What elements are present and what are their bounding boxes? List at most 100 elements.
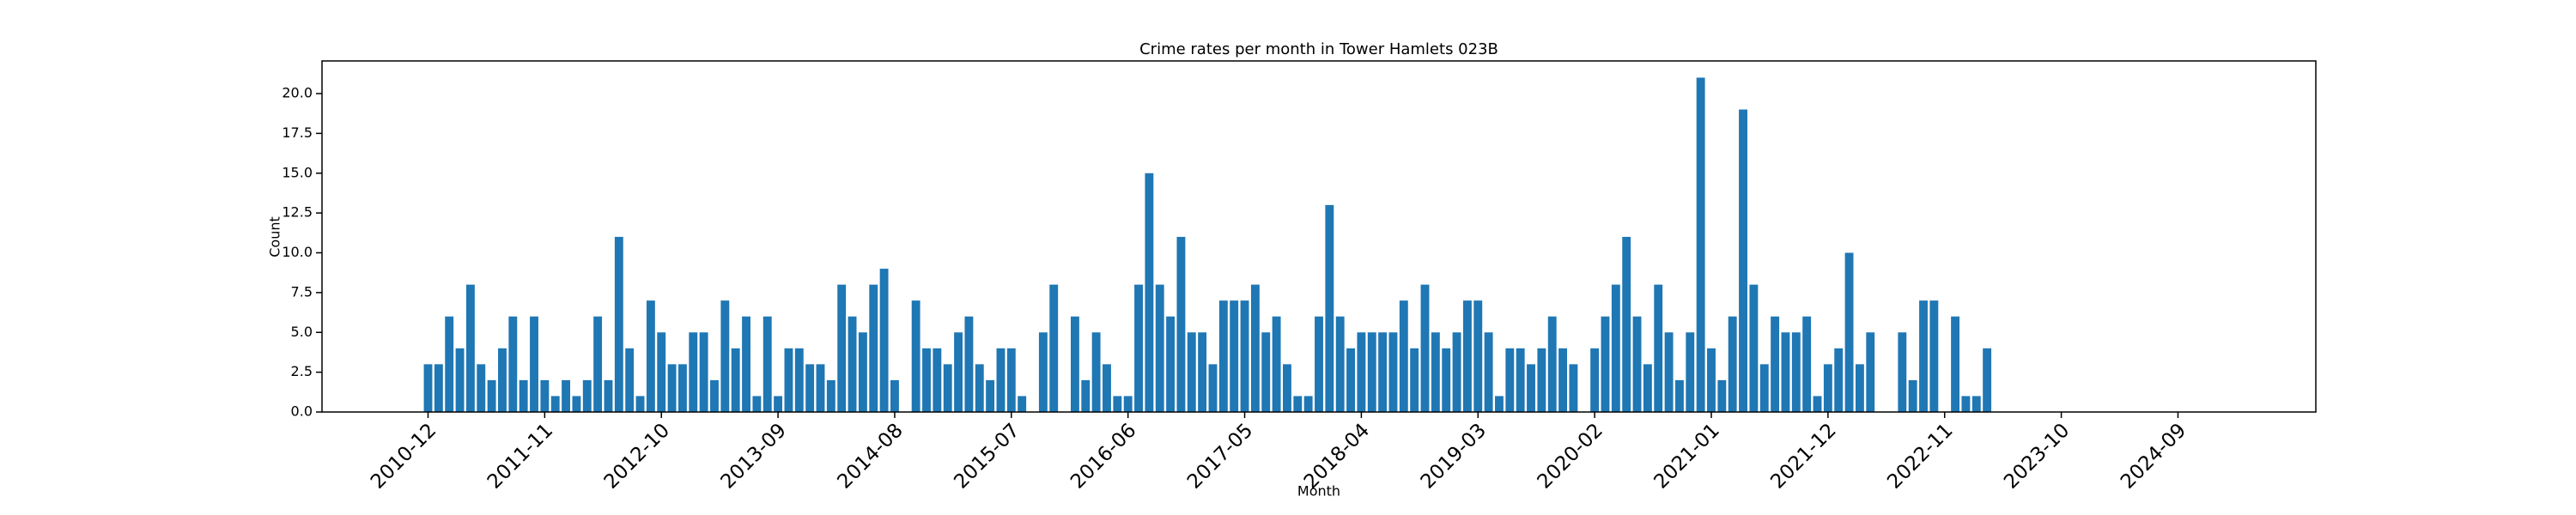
y-tick-label: 0.0	[291, 403, 313, 420]
y-axis-label: Count	[267, 216, 283, 258]
bar	[1303, 396, 1313, 412]
bar	[1208, 364, 1218, 412]
bar	[1070, 316, 1079, 412]
bar	[1823, 364, 1832, 412]
bar	[1155, 284, 1164, 412]
bar	[986, 379, 995, 412]
bar	[1971, 396, 1981, 412]
bar	[1388, 332, 1398, 412]
bar	[1791, 332, 1801, 412]
bar	[1240, 300, 1249, 412]
bar	[465, 284, 475, 412]
bar	[1759, 364, 1769, 412]
bar	[1674, 379, 1684, 412]
bar	[1091, 332, 1101, 412]
bar	[1495, 396, 1504, 412]
bar	[572, 396, 581, 412]
bar	[996, 348, 1005, 412]
bar	[1166, 316, 1176, 412]
bar	[1462, 300, 1472, 412]
bar	[1176, 236, 1186, 412]
bar	[752, 396, 762, 412]
bar	[869, 284, 878, 412]
chart-title: Crime rates per month in Tower Hamlets 0…	[1139, 40, 1498, 58]
bar	[498, 348, 507, 412]
y-tick-label: 2.5	[291, 363, 313, 379]
bar	[1844, 252, 1854, 412]
bar	[1558, 348, 1568, 412]
bar	[1908, 379, 1917, 412]
bar	[1261, 332, 1271, 412]
bar	[911, 300, 920, 412]
bar	[1442, 348, 1451, 412]
bar	[933, 348, 942, 412]
bar	[1537, 348, 1546, 412]
bar	[1420, 284, 1430, 412]
x-tick-label: 2014-08	[833, 419, 907, 493]
bar	[1622, 236, 1631, 412]
x-tick-label: 2011-11	[483, 419, 557, 493]
bar	[434, 364, 443, 412]
bar	[1346, 348, 1355, 412]
bar	[1325, 204, 1334, 412]
bar	[943, 364, 952, 412]
bar	[1357, 332, 1366, 412]
x-tick-label: 2019-03	[1417, 419, 1491, 493]
bar	[890, 379, 899, 412]
bar	[1315, 316, 1323, 412]
bar	[1961, 396, 1971, 412]
x-tick-label: 2022-11	[1883, 419, 1957, 493]
bar	[646, 300, 655, 412]
bar	[1632, 316, 1642, 412]
bar	[848, 316, 857, 412]
y-tick-label: 20.0	[282, 85, 313, 101]
x-tick-label: 2010-12	[367, 419, 440, 493]
bar	[1049, 284, 1059, 412]
bar	[1654, 284, 1663, 412]
x-axis-label: Month	[1297, 483, 1340, 500]
bar	[1527, 364, 1535, 412]
bar	[1643, 364, 1652, 412]
bar	[816, 364, 825, 412]
bar	[1717, 379, 1727, 412]
bar	[1335, 316, 1345, 412]
bar	[1283, 364, 1291, 412]
bar	[1399, 300, 1408, 412]
bar	[540, 379, 550, 412]
bar	[1749, 284, 1759, 412]
bar	[530, 316, 538, 412]
bar	[1378, 332, 1388, 412]
bar	[1018, 396, 1027, 412]
bar	[1452, 332, 1461, 412]
bar	[445, 316, 454, 412]
bar	[1834, 348, 1844, 412]
bar	[1218, 300, 1228, 412]
bar	[1929, 300, 1939, 412]
bar	[784, 348, 793, 412]
x-tick-label: 2013-09	[717, 419, 791, 493]
bar	[657, 332, 666, 412]
bar	[964, 316, 974, 412]
bar	[593, 316, 603, 412]
bar	[1898, 332, 1907, 412]
bar	[1103, 364, 1111, 412]
bar	[922, 348, 931, 412]
bar	[1145, 173, 1154, 412]
x-tick-label: 2021-12	[1766, 419, 1840, 493]
bar	[1866, 332, 1875, 412]
bar	[699, 332, 708, 412]
bar	[1113, 396, 1122, 412]
y-tick-label: 5.0	[291, 324, 313, 340]
bar	[1951, 316, 1960, 412]
bar	[1006, 348, 1016, 412]
bar	[1728, 316, 1737, 412]
bar	[455, 348, 465, 412]
y-tick-label: 12.5	[282, 204, 313, 221]
bar	[1547, 316, 1557, 412]
y-tick-label: 10.0	[282, 244, 313, 260]
x-tick-label: 2017-05	[1183, 419, 1257, 493]
bar	[1250, 284, 1260, 412]
bar	[1081, 379, 1091, 412]
plot-frame	[321, 60, 2317, 413]
